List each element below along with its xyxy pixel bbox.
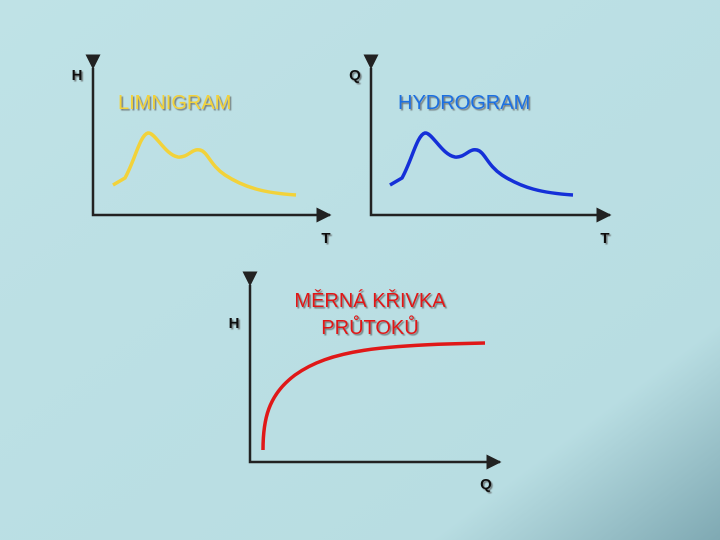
axis-label: Q [349,67,361,84]
hydrogram-curve [389,131,574,197]
axis-label: H [229,315,240,332]
limnigram-curve [112,131,297,197]
plot-title: HYDROGRAM [398,92,530,114]
plot-title: LIMNIGRAM [118,92,231,114]
plot-title: MĚRNÁ KŘIVKA [294,289,446,312]
plot-title: PRŮTOKŮ [321,315,418,339]
axis-label: Q [480,476,492,493]
axis-label: H [72,67,83,84]
axes [85,54,612,470]
axis-label: T [321,230,330,247]
axis-label: T [600,230,609,247]
rating-curve [261,341,486,451]
